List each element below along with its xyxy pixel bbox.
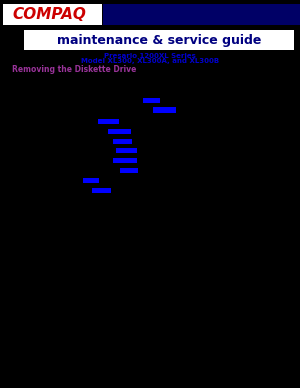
FancyBboxPatch shape	[120, 168, 138, 173]
Text: maintenance & service guide: maintenance & service guide	[57, 34, 261, 47]
FancyBboxPatch shape	[98, 119, 118, 124]
FancyBboxPatch shape	[116, 148, 137, 153]
FancyBboxPatch shape	[103, 4, 300, 25]
FancyBboxPatch shape	[108, 129, 131, 134]
Text: Presario 1200XL Series: Presario 1200XL Series	[104, 53, 196, 59]
FancyBboxPatch shape	[153, 107, 176, 113]
FancyBboxPatch shape	[24, 30, 294, 50]
Text: Removing the Diskette Drive: Removing the Diskette Drive	[12, 64, 136, 74]
FancyBboxPatch shape	[82, 178, 99, 183]
FancyBboxPatch shape	[3, 4, 102, 25]
FancyBboxPatch shape	[142, 98, 160, 103]
FancyBboxPatch shape	[112, 139, 132, 144]
FancyBboxPatch shape	[112, 158, 136, 163]
Text: COMPAQ: COMPAQ	[12, 7, 86, 22]
Text: Model XL300, XL300A, and XL300B: Model XL300, XL300A, and XL300B	[81, 58, 219, 64]
FancyBboxPatch shape	[92, 188, 111, 193]
